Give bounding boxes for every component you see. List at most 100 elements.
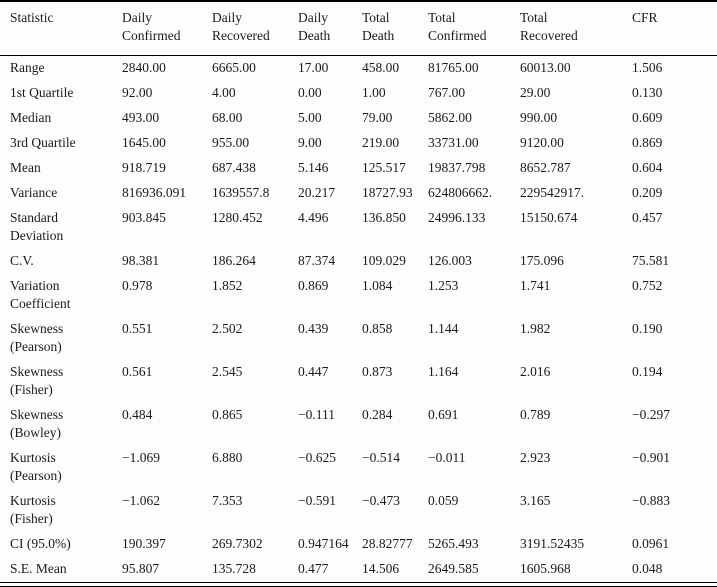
table-row: Mean 918.719 687.438 5.146 125.517 19837.798 8…	[0, 156, 717, 181]
row-label: S.E. Mean	[10, 561, 67, 576]
column-header: Total Death	[362, 1, 428, 56]
cell-value: 0.048	[632, 561, 663, 576]
row-label: 3rd Quartile	[10, 135, 76, 150]
cell-value: 1.506	[632, 60, 663, 75]
cell-value: 0.477	[298, 561, 329, 576]
cell-value: −0.514	[362, 450, 400, 465]
cell-value: 0.869	[298, 278, 329, 293]
cell-value: −0.901	[632, 450, 670, 465]
column-header: Total Recovered	[520, 1, 632, 56]
cell-value: 219.00	[362, 135, 400, 150]
cell-value: 3.165	[520, 493, 551, 508]
table-row: Skewness (Bowley) 0.484 0.865 −0.111 0.284 0.…	[0, 403, 717, 446]
cell-value: 0.130	[632, 85, 663, 100]
table-row: Variance 816936.091 1639557.8 20.217 18727.9…	[0, 181, 717, 206]
cell-value: 624806662.	[428, 185, 493, 200]
cell-value: 19837.798	[428, 160, 486, 175]
cell-value: 0.561	[122, 364, 153, 379]
cell-value: 0.869	[632, 135, 663, 150]
cell-value: 79.00	[362, 110, 393, 125]
table-row: S.E. Mean 95.807 135.728 0.477 14.506 2649.58…	[0, 557, 717, 583]
row-label: 1st Quartile	[10, 85, 74, 100]
cell-value: 98.381	[122, 253, 160, 268]
cell-value: 18727.93	[362, 185, 413, 200]
cell-value: 125.517	[362, 160, 406, 175]
table-row: Skewness (Pearson) 0.551 2.502 0.439 0.858 1.…	[0, 317, 717, 360]
cell-value: 175.096	[520, 253, 564, 268]
cell-value: 0.691	[428, 407, 459, 422]
cell-value: 1.164	[428, 364, 459, 379]
cell-value: 17.00	[298, 60, 329, 75]
cell-value: 0.978	[122, 278, 153, 293]
cell-value: 1.741	[520, 278, 551, 293]
row-label: CI (95.0%)	[10, 536, 71, 551]
cell-value: 458.00	[362, 60, 400, 75]
column-header: Daily Recovered	[212, 1, 298, 56]
row-label: Standard Deviation	[10, 210, 64, 243]
cell-value: 6.880	[212, 450, 243, 465]
cell-value: 29.00	[520, 85, 551, 100]
cell-value: 6665.00	[212, 60, 256, 75]
cell-value: 1.253	[428, 278, 459, 293]
cell-value: 0.947164	[298, 536, 349, 551]
cell-value: 0.858	[362, 321, 393, 336]
cell-value: 20.217	[298, 185, 336, 200]
cell-value: 903.845	[122, 210, 166, 225]
cell-value: 0.0961	[632, 536, 670, 551]
cell-value: −0.111	[298, 407, 335, 422]
cell-value: 1645.00	[122, 135, 166, 150]
cell-value: 68.00	[212, 110, 243, 125]
row-label: Kurtosis (Fisher)	[10, 493, 56, 526]
table-body: Range 2840.00 6665.00 17.00 458.00 81765.00 60…	[0, 56, 717, 583]
cell-value: 1.00	[362, 85, 386, 100]
cell-value: 136.850	[362, 210, 406, 225]
table-row: Standard Deviation 903.845 1280.452 4.496 13…	[0, 206, 717, 249]
table-row: 3rd Quartile 1645.00 955.00 9.00 219.00 33731…	[0, 131, 717, 156]
cell-value: 4.496	[298, 210, 329, 225]
cell-value: 1280.452	[212, 210, 263, 225]
cell-value: −0.011	[428, 450, 466, 465]
cell-value: 2.016	[520, 364, 551, 379]
cell-value: 955.00	[212, 135, 250, 150]
cell-value: 2840.00	[122, 60, 166, 75]
row-label: Kurtosis (Pearson)	[10, 450, 62, 483]
row-label: Mean	[10, 160, 41, 175]
cell-value: 2.545	[212, 364, 243, 379]
column-header: CFR	[632, 1, 717, 56]
cell-value: 767.00	[428, 85, 466, 100]
cell-value: 0.873	[362, 364, 393, 379]
table-row: Range 2840.00 6665.00 17.00 458.00 81765.00 60…	[0, 56, 717, 82]
cell-value: 14.506	[362, 561, 400, 576]
cell-value: 0.190	[632, 321, 663, 336]
cell-value: 0.209	[632, 185, 663, 200]
cell-value: 0.00	[298, 85, 322, 100]
cell-value: −0.591	[298, 493, 336, 508]
row-label: C.V.	[10, 253, 34, 268]
cell-value: 28.82777	[362, 536, 413, 551]
table-row: Skewness (Fisher) 0.561 2.545 0.447 0.873 1.1…	[0, 360, 717, 403]
cell-value: 0.604	[632, 160, 663, 175]
cell-value: 0.447	[298, 364, 329, 379]
cell-value: 9.00	[298, 135, 322, 150]
cell-value: −0.625	[298, 450, 336, 465]
cell-value: 0.865	[212, 407, 243, 422]
cell-value: 2.502	[212, 321, 243, 336]
cell-value: 7.353	[212, 493, 243, 508]
cell-value: 990.00	[520, 110, 558, 125]
cell-value: 4.00	[212, 85, 236, 100]
cell-value: 1.852	[212, 278, 243, 293]
cell-value: 0.752	[632, 278, 663, 293]
column-header: Daily Death	[298, 1, 362, 56]
cell-value: 24996.133	[428, 210, 486, 225]
cell-value: 0.457	[632, 210, 663, 225]
cell-value: 190.397	[122, 536, 166, 551]
cell-value: 186.264	[212, 253, 256, 268]
cell-value: 3191.52435	[520, 536, 585, 551]
table-row: Median 493.00 68.00 5.00 79.00 5862.00 990.00 0…	[0, 106, 717, 131]
cell-value: 2.923	[520, 450, 551, 465]
cell-value: 0.484	[122, 407, 153, 422]
table-row: C.V. 98.381 186.264 87.374 109.029 126.003 175…	[0, 249, 717, 274]
row-label: Median	[10, 110, 52, 125]
